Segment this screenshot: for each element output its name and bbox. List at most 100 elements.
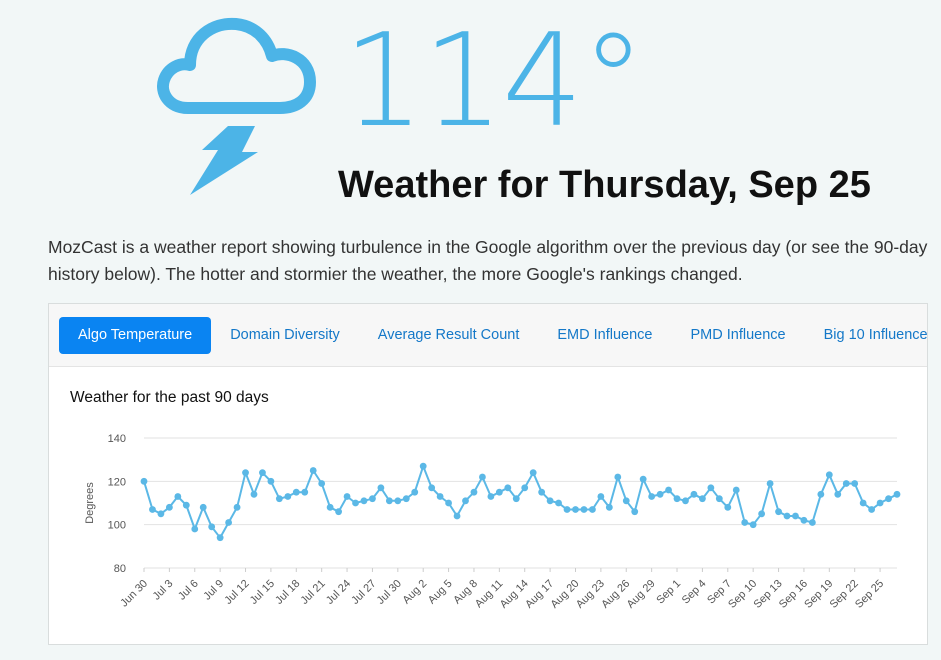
- data-point: [352, 499, 359, 507]
- data-point: [563, 506, 571, 513]
- data-point: [690, 490, 698, 498]
- data-point: [859, 499, 867, 507]
- x-tick-label: Jul 3: [151, 578, 176, 603]
- data-point: [233, 503, 241, 511]
- data-point: [309, 467, 317, 474]
- tab-algo-temperature[interactable]: Algo Temperature: [59, 316, 212, 354]
- data-point: [479, 473, 486, 481]
- data-point: [589, 506, 596, 513]
- data-point: [259, 469, 266, 477]
- data-point: [741, 519, 749, 526]
- data-point: [369, 495, 376, 503]
- data-point: [699, 495, 706, 503]
- hero: 114° Weather for Thursday, Sep 25: [0, 0, 941, 220]
- data-point: [732, 486, 740, 494]
- data-point: [842, 480, 850, 487]
- data-point: [631, 508, 639, 516]
- page-title: Weather for Thursday, Sep 25: [338, 164, 871, 206]
- data-point: [538, 488, 546, 496]
- data-point: [783, 512, 791, 520]
- data-point: [165, 503, 173, 511]
- data-point: [673, 495, 681, 503]
- tab-emd-influence[interactable]: EMD Influence: [557, 326, 653, 343]
- data-point: [436, 493, 444, 500]
- data-point: [445, 499, 452, 507]
- data-point: [402, 495, 410, 503]
- data-point: [462, 497, 469, 505]
- data-point: [377, 484, 385, 492]
- data-point: [715, 495, 723, 503]
- x-tick-label: Jul 15: [248, 578, 277, 607]
- data-point: [622, 497, 630, 505]
- data-point: [487, 493, 495, 500]
- data-point: [182, 501, 190, 509]
- data-point: [411, 488, 419, 496]
- data-point: [512, 495, 520, 503]
- data-point: [792, 512, 799, 520]
- data-point: [157, 510, 165, 518]
- data-point: [470, 488, 478, 496]
- x-tick-label: Sep 4: [680, 578, 709, 607]
- data-point: [521, 484, 529, 492]
- data-point: [825, 471, 833, 479]
- series-line: [143, 465, 898, 539]
- data-point: [250, 490, 258, 498]
- data-point: [495, 488, 503, 496]
- data-point: [191, 525, 199, 533]
- data-point: [199, 503, 207, 511]
- data-point: [724, 503, 732, 511]
- tab-big-10-influence[interactable]: Big 10 Influence: [823, 326, 928, 343]
- data-point: [275, 495, 283, 503]
- data-point: [775, 508, 782, 516]
- data-point: [149, 506, 156, 513]
- data-point: [876, 499, 884, 507]
- data-point: [834, 490, 842, 498]
- data-point: [394, 497, 402, 505]
- data-point: [885, 495, 892, 503]
- metric-tabs: Algo Temperature Domain Diversity Averag…: [49, 304, 928, 367]
- data-point: [216, 534, 224, 542]
- x-tick-label: Sep 25: [853, 578, 886, 611]
- x-tick-label: Sep 1: [654, 578, 683, 607]
- data-point: [385, 497, 393, 505]
- data-point: [326, 503, 334, 511]
- data-point: [682, 497, 689, 505]
- data-point: [174, 493, 182, 500]
- y-tick-label: 100: [108, 520, 126, 532]
- data-point: [504, 484, 512, 492]
- data-point: [758, 510, 766, 518]
- tab-pmd-influence[interactable]: PMD Influence: [690, 326, 786, 343]
- tab-domain-diversity[interactable]: Domain Diversity: [230, 326, 340, 343]
- x-tick-label: Jul 12: [222, 578, 251, 607]
- data-point: [605, 503, 613, 511]
- data-point: [529, 469, 537, 477]
- data-point: [808, 519, 816, 526]
- chart-title: Weather for the past 90 days: [70, 389, 269, 406]
- y-tick-label: 140: [108, 433, 126, 445]
- y-tick-label: 80: [114, 563, 126, 575]
- data-point: [580, 506, 588, 513]
- data-point: [648, 493, 656, 500]
- x-tick-label: Jul 30: [375, 578, 404, 607]
- data-point: [242, 469, 249, 477]
- data-point: [707, 484, 715, 492]
- data-point: [555, 499, 562, 507]
- data-point: [267, 477, 275, 485]
- x-tick-label: Jun 30: [118, 578, 150, 610]
- data-point: [335, 508, 342, 516]
- data-point: [140, 477, 148, 485]
- x-tick-label: Jul 6: [176, 578, 201, 603]
- data-point: [419, 462, 427, 470]
- temperature-value: 114°: [343, 7, 645, 156]
- data-point: [225, 519, 233, 526]
- data-point: [343, 493, 351, 500]
- tab-average-result-count[interactable]: Average Result Count: [377, 326, 520, 343]
- data-point: [572, 506, 579, 513]
- data-point: [851, 480, 859, 487]
- data-point: [800, 516, 808, 524]
- x-tick-label: Jul 24: [324, 578, 353, 607]
- data-point: [766, 480, 774, 487]
- data-point: [284, 493, 292, 500]
- x-tick-label: Aug 29: [625, 578, 658, 611]
- intro-text: MozCast is a weather report showing turb…: [48, 237, 928, 284]
